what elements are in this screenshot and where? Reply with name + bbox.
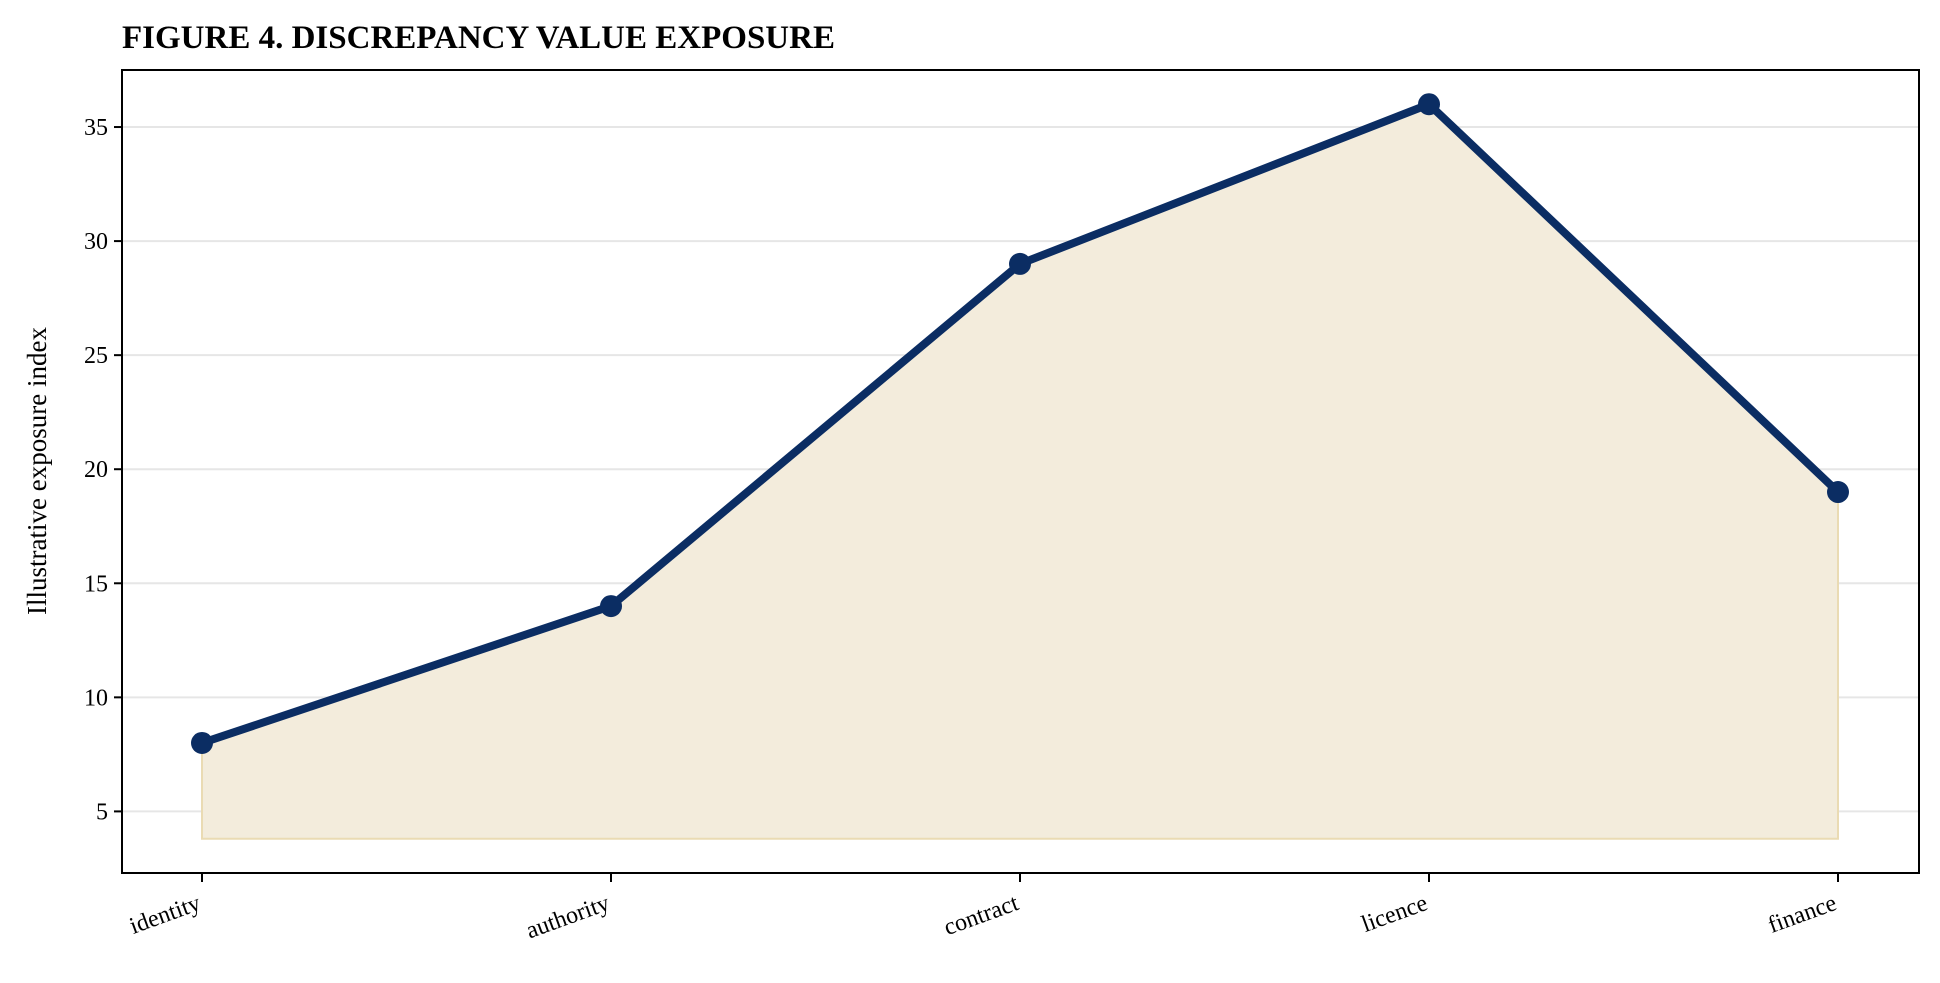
x-tick-label: contract — [941, 890, 1023, 941]
y-tick-label: 15 — [84, 571, 108, 597]
area-fill-group — [201, 103, 1839, 840]
y-tick-label: 35 — [84, 115, 108, 141]
data-point — [1827, 481, 1849, 504]
data-points — [191, 93, 1849, 754]
x-axis: identity authority contract licence finance — [126, 873, 1840, 944]
y-axis-label: Illustrative exposure index — [22, 327, 52, 615]
x-tick-label: licence — [1358, 890, 1431, 938]
y-tick-label: 25 — [84, 343, 108, 369]
data-point — [1009, 252, 1031, 275]
x-tick-label: authority — [523, 890, 613, 944]
y-tick-label: 30 — [84, 229, 108, 255]
data-point — [600, 595, 622, 618]
data-point — [191, 731, 213, 754]
y-axis: 5 10 15 20 25 30 35 — [84, 115, 122, 825]
chart-title: FIGURE 4. DISCREPANCY VALUE EXPOSURE — [122, 20, 835, 56]
area-fill — [201, 103, 1839, 840]
x-tick-label: identity — [126, 890, 204, 940]
x-tick-label: finance — [1765, 890, 1840, 939]
y-tick-label: 5 — [96, 799, 108, 825]
y-tick-label: 10 — [84, 685, 108, 711]
y-tick-label: 20 — [84, 457, 108, 483]
data-point — [1418, 93, 1440, 116]
